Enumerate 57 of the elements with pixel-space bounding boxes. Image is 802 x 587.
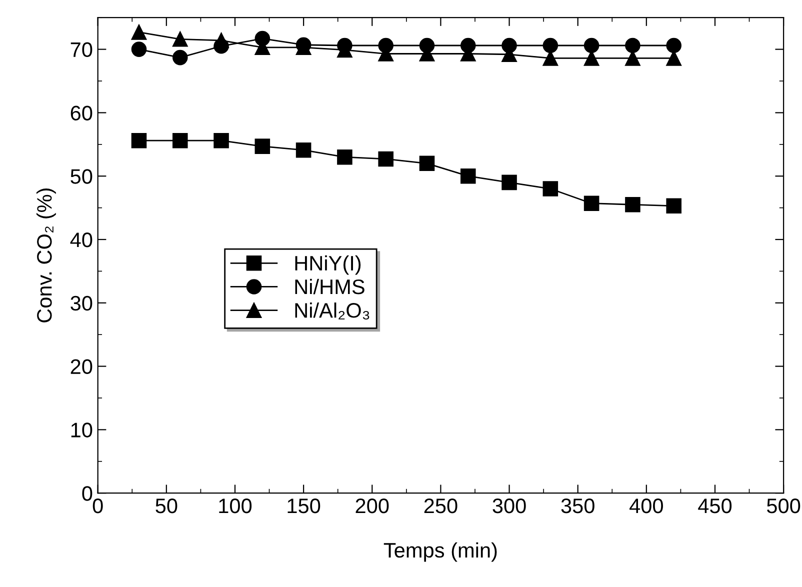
- point: [625, 196, 640, 212]
- legend-label: Ni/Al₂O₃: [295, 302, 370, 320]
- point: [254, 138, 270, 154]
- point: [131, 132, 147, 148]
- point: [172, 50, 188, 66]
- legend-label: HNiY(I): [295, 255, 361, 275]
- legend-label: Ni/HMS: [295, 278, 364, 294]
- x-tick-label: 500: [767, 498, 800, 514]
- point: [419, 38, 435, 54]
- point: [542, 50, 558, 66]
- x-tick-label: 350: [561, 498, 594, 514]
- point: [584, 50, 600, 66]
- y-tick-label: 60: [70, 106, 92, 120]
- x-tick-label: 450: [698, 498, 732, 514]
- point: [296, 142, 312, 158]
- point: [502, 38, 517, 54]
- point: [584, 196, 600, 211]
- point: [337, 149, 352, 165]
- point: [419, 156, 435, 172]
- y-tick-label: 20: [70, 359, 92, 374]
- point: [666, 198, 682, 214]
- y-axis-title: Conv. CO₂ (%): [36, 188, 56, 322]
- point: [172, 132, 188, 148]
- point: [337, 38, 352, 54]
- point: [625, 50, 640, 66]
- point: [542, 181, 558, 196]
- point: [584, 38, 600, 54]
- point: [666, 38, 682, 54]
- x-tick-label: 50: [156, 498, 178, 514]
- x-tick-label: 0: [92, 498, 103, 514]
- point: [460, 168, 476, 184]
- y-tick-label: 70: [70, 42, 92, 58]
- point: [502, 174, 517, 190]
- point: [214, 38, 229, 54]
- x-tick-label: 250: [424, 498, 458, 514]
- point: [172, 32, 188, 47]
- y-tick-label: 30: [70, 296, 92, 311]
- x-tick-label: 300: [492, 498, 526, 514]
- point: [254, 30, 270, 46]
- point: [378, 38, 394, 54]
- point: [460, 38, 476, 54]
- point: [214, 132, 229, 148]
- point: [131, 42, 147, 57]
- point: [131, 24, 147, 40]
- point: [666, 50, 682, 66]
- y-tick-label: 50: [70, 169, 92, 184]
- x-tick-label: 100: [219, 498, 252, 514]
- point: [625, 38, 640, 54]
- y-tick-label: 40: [70, 232, 92, 248]
- y-tick-label: 10: [71, 422, 92, 438]
- x-axis-title: Temps (min): [384, 542, 497, 562]
- point: [542, 38, 558, 54]
- x-tick-label: 150: [288, 498, 320, 514]
- point: [378, 151, 394, 167]
- y-tick-label: 0: [82, 486, 92, 501]
- x-tick-label: 400: [630, 498, 663, 514]
- x-tick-label: 200: [356, 498, 389, 514]
